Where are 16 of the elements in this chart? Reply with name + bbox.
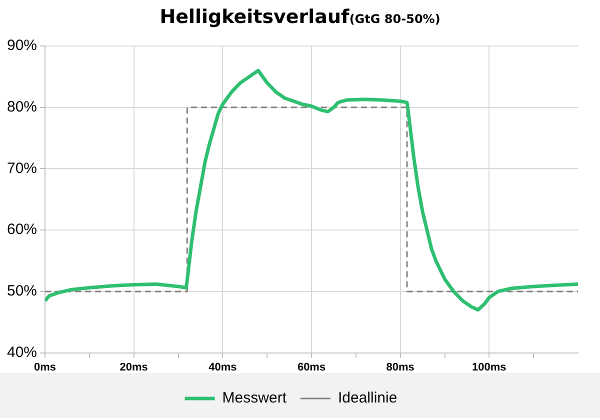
x-tick-label: 100ms: [472, 361, 506, 374]
legend-label: Ideallinie: [338, 390, 398, 407]
y-tick-label: 70%: [6, 160, 38, 177]
x-tick-label: 20ms: [120, 361, 148, 374]
y-tick-label: 90%: [6, 37, 38, 54]
x-tick-label: 80ms: [386, 361, 414, 374]
y-tick-label: 60%: [6, 221, 38, 238]
x-tick-label: 60ms: [297, 361, 326, 374]
y-tick-label: 40%: [6, 344, 38, 361]
x-tick-label: 0ms: [34, 361, 56, 374]
legend-label: Messwert: [222, 390, 288, 407]
chart-title: Helligkeitsverlauf: [160, 6, 350, 28]
y-tick-label: 80%: [6, 98, 38, 116]
y-tick-label: 50%: [6, 282, 38, 300]
chart-subtitle: (GtG 80-50%): [349, 12, 440, 26]
x-tick-label: 40ms: [208, 361, 237, 374]
